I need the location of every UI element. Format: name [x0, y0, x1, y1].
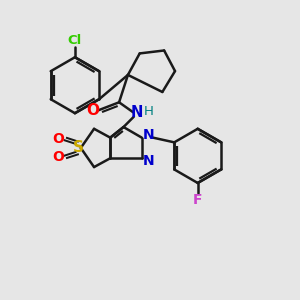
- Text: S: S: [73, 140, 84, 155]
- Text: H: H: [144, 105, 154, 118]
- Text: F: F: [193, 193, 202, 207]
- Text: N: N: [142, 128, 154, 142]
- Text: O: O: [86, 103, 99, 118]
- Text: Cl: Cl: [68, 34, 82, 47]
- Text: O: O: [52, 132, 64, 146]
- Text: N: N: [130, 105, 143, 120]
- Text: O: O: [52, 150, 64, 164]
- Text: N: N: [142, 154, 154, 168]
